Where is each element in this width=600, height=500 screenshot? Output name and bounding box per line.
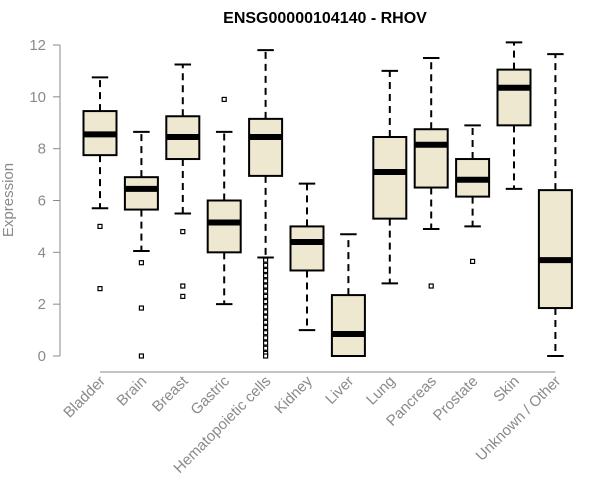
outlier-point (263, 335, 269, 341)
outlier-point (263, 314, 269, 320)
outlier-point (97, 223, 103, 230)
box-kidney (289, 182, 325, 332)
outlier-point (263, 324, 269, 331)
iqr-box (289, 225, 325, 272)
y-axis-label: Expression (0, 163, 17, 237)
outlier-point (263, 319, 269, 325)
box-brain (123, 130, 159, 359)
x-category-label: Lung (363, 373, 399, 409)
chart-title: ENSG00000104140 - RHOV (223, 10, 427, 27)
outlier-point (263, 288, 269, 294)
outlier-point (180, 283, 186, 289)
box-skin (496, 41, 532, 190)
x-category-label: Kidney (271, 372, 316, 417)
outlier-point (263, 273, 269, 279)
iqr-box (372, 136, 408, 220)
box-bladder (82, 76, 118, 292)
iqr-box (206, 199, 242, 254)
outlier-point (263, 353, 269, 359)
outlier-point (180, 293, 186, 299)
outlier-point (470, 258, 476, 265)
y-tick-label: 2 (38, 296, 46, 313)
outlier-point (263, 267, 269, 274)
x-category-label: Bladder (60, 373, 109, 422)
iqr-box (496, 68, 532, 127)
outlier-point (97, 286, 103, 292)
iqr-box (413, 128, 449, 189)
outlier-point (263, 293, 269, 299)
outlier-point (263, 309, 269, 315)
y-tick-label: 10 (29, 89, 46, 106)
outlier-point (263, 330, 269, 336)
outlier-point (221, 96, 227, 103)
outlier-point (263, 257, 269, 263)
box-prostate (455, 124, 491, 265)
y-tick-label: 12 (29, 37, 46, 54)
outlier-point (263, 304, 269, 310)
outlier-point (263, 262, 269, 268)
iqr-box (123, 176, 159, 211)
iqr-box (248, 117, 284, 177)
outlier-point (138, 305, 144, 311)
box-breast (165, 63, 201, 299)
iqr-box (330, 294, 366, 357)
box-unknown-other (537, 53, 573, 357)
x-category-label: Brain (113, 373, 150, 410)
outlier-point (428, 283, 434, 289)
y-tick-label: 8 (38, 141, 46, 158)
box-lung (372, 69, 408, 285)
outlier-point (263, 283, 269, 289)
boxes (82, 41, 573, 359)
outlier-point (263, 345, 269, 351)
x-category-label: Prostate (430, 373, 482, 425)
outlier-point (263, 278, 269, 284)
y-axis: 0 2 4 6 8 10 12 (29, 37, 556, 373)
outlier-point (263, 298, 269, 305)
box-liver (330, 233, 366, 357)
x-category-label: Breast (149, 372, 192, 415)
box-hematopoietic-cells (248, 49, 284, 359)
outlier-point (138, 353, 144, 359)
y-tick-label: 0 (38, 348, 46, 365)
iqr-box (537, 189, 573, 310)
outlier-point (180, 229, 186, 235)
x-category-label: Liver (322, 373, 357, 408)
y-tick-label: 6 (38, 193, 46, 210)
box-gastric (206, 96, 242, 306)
x-category-label: Skin (490, 373, 523, 406)
outlier-point (263, 340, 269, 346)
y-tick-label: 4 (38, 244, 46, 261)
outlier-point (138, 260, 144, 266)
box-pancreas (413, 56, 449, 289)
